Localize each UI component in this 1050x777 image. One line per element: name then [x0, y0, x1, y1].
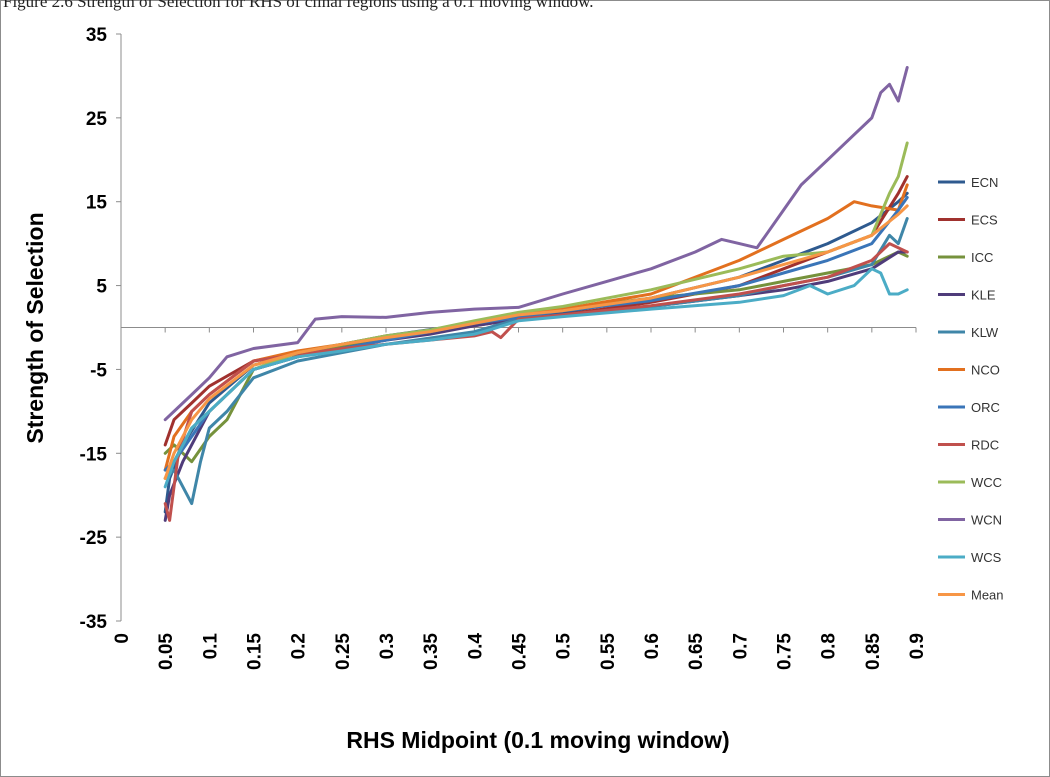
series-line-wcn	[163, 66, 909, 422]
y-tick-label: 5	[96, 277, 107, 298]
series-line-mean	[163, 204, 909, 480]
legend-label-klw: KLW	[971, 325, 999, 340]
x-tick-label: 0.35	[421, 633, 442, 670]
legend-label-ecn: ECN	[971, 175, 998, 190]
x-tick-label: 0.4	[465, 633, 486, 660]
x-tick-label: 0.9	[907, 633, 928, 659]
x-tick-label: 0.05	[156, 633, 177, 670]
axes	[116, 33, 917, 622]
y-tick-label: 25	[86, 109, 108, 130]
legend-label-ecs: ECS	[971, 213, 998, 228]
x-tick-label: 0.6	[642, 633, 663, 659]
y-tick-label: -25	[80, 528, 108, 549]
legend-label-icc: ICC	[971, 250, 993, 265]
series-line-orc	[163, 196, 909, 472]
y-tick-label: -35	[80, 612, 108, 633]
x-tick-label: 0.2	[289, 633, 310, 659]
y-axis-title: Strength of Selection	[22, 212, 48, 443]
legend-label-kle: KLE	[971, 288, 996, 303]
x-tick-label: 0	[112, 633, 133, 644]
x-tick-label: 0.8	[819, 633, 840, 659]
series-line-ecn	[163, 191, 909, 514]
series-line-klw	[163, 217, 909, 506]
x-axis-title: RHS Midpoint (0.1 moving window)	[346, 727, 729, 753]
series-line-wcs	[163, 267, 909, 489]
y-tick-label: 35	[86, 25, 108, 46]
x-tick-label: 0.25	[333, 633, 354, 670]
y-tick-label: 15	[86, 193, 108, 214]
legend: ECN ECS ICC KLE KLW NCO ORC RDC WCC WCN WCS Mean	[938, 175, 1004, 603]
y-tick-label: -5	[90, 360, 107, 381]
legend-label-wcs: WCS	[971, 550, 1002, 565]
legend-label-rdc: RDC	[971, 438, 999, 453]
x-tick-label: 0.15	[245, 633, 266, 670]
x-tick-label: 0.3	[377, 633, 398, 659]
x-tick-label: 0.85	[863, 633, 884, 670]
legend-label-wcn: WCN	[971, 513, 1002, 528]
x-tick-labels: 0 0.05 0.1 0.15 0.2 0.25 0.3 0.35 0.4 0.45 0.5 0.55…	[112, 633, 928, 670]
legend-label-orc: ORC	[971, 400, 1000, 415]
series-lines	[163, 66, 909, 522]
legend-label-wcc: WCC	[971, 475, 1002, 490]
legend-label-nco: NCO	[971, 363, 1000, 378]
x-tick-label: 0.1	[200, 633, 221, 660]
figure-caption: Figure 2.6 Strength of Selection for RHS…	[3, 0, 594, 11]
x-tick-label: 0.5	[554, 633, 575, 660]
x-tick-label: 0.45	[510, 633, 531, 670]
x-tick-label: 0.65	[686, 633, 707, 670]
series-line-rdc	[163, 242, 909, 522]
x-tick-label: 0.55	[598, 633, 619, 670]
x-tick-label: 0.75	[775, 633, 796, 670]
y-tick-label: -15	[80, 444, 108, 465]
y-tick-labels: 35 25 15 5 -5 -15 -25 -35	[80, 25, 108, 633]
legend-label-mean: Mean	[971, 588, 1004, 603]
x-tick-label: 0.7	[730, 633, 751, 659]
